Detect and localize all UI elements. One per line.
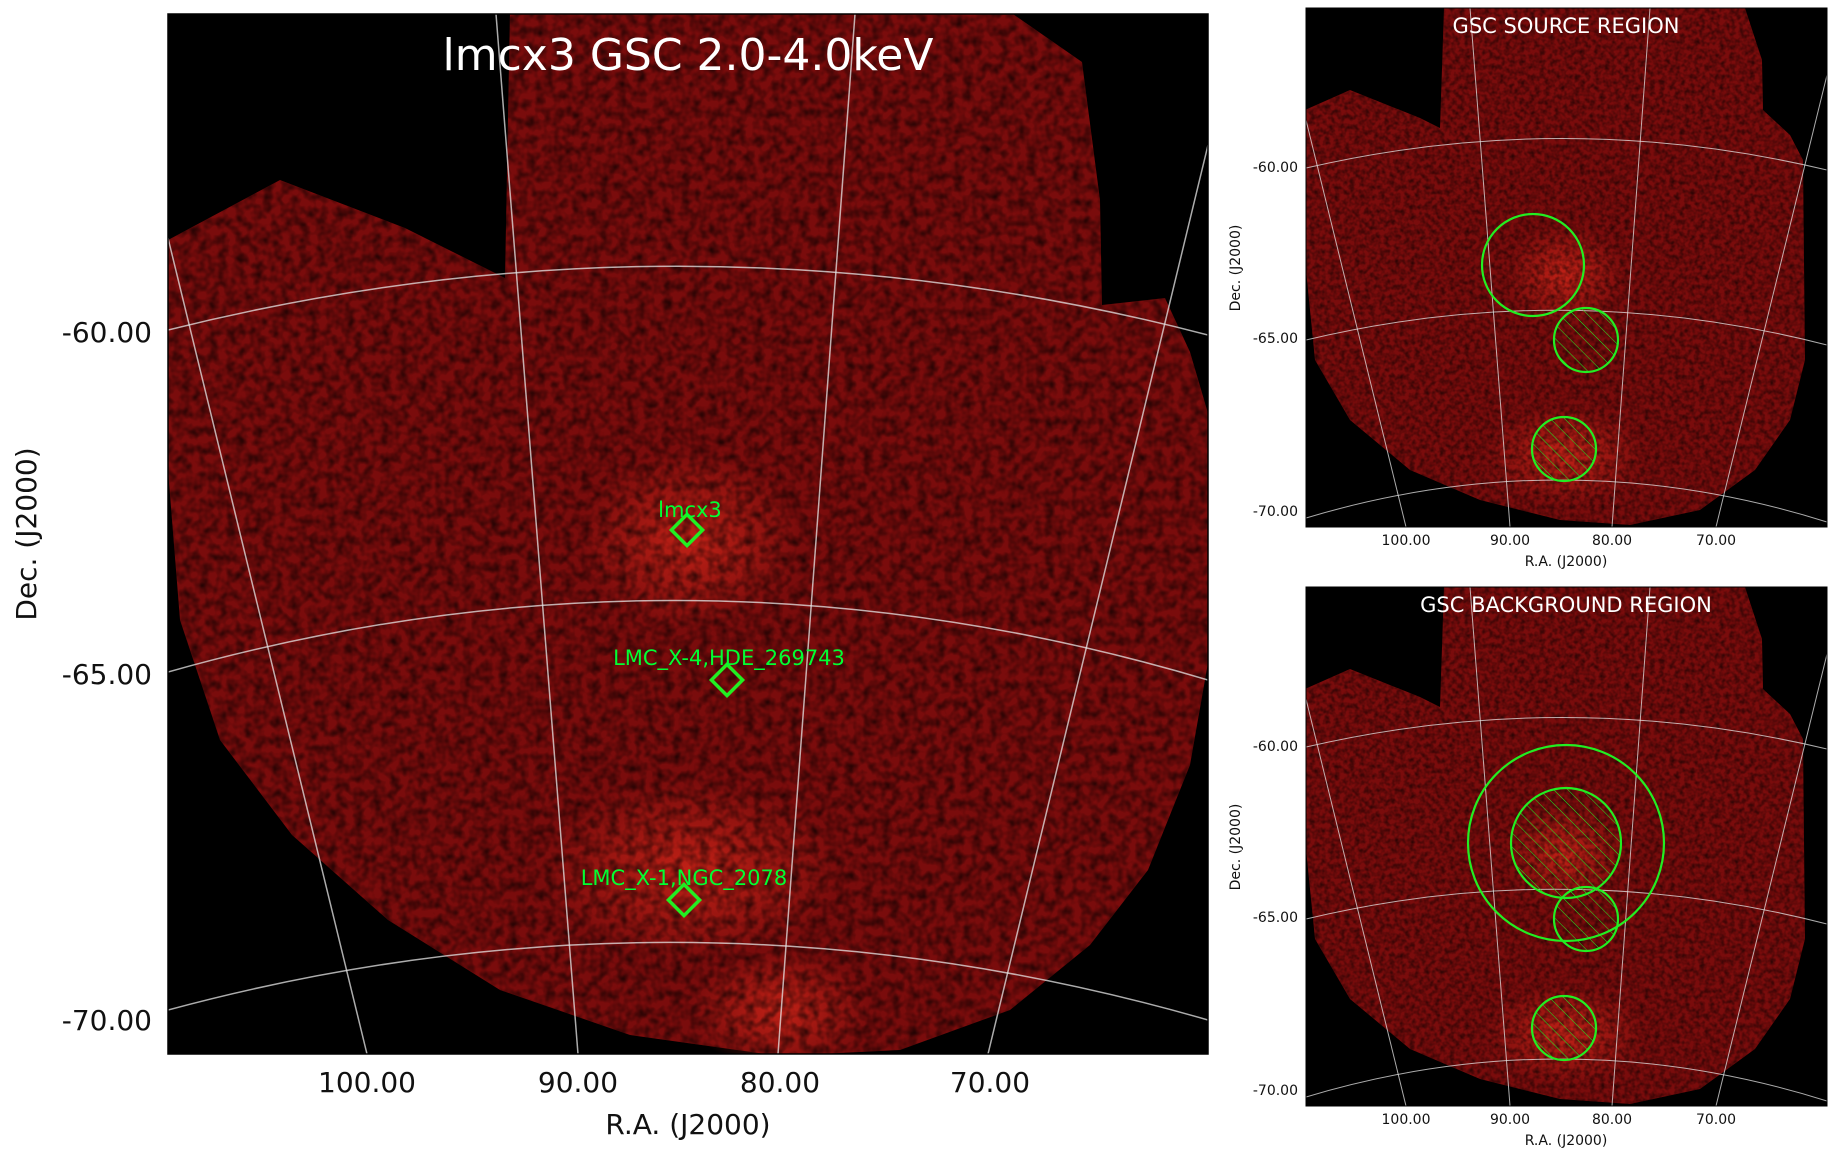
x-tick-label: 90.00 (1490, 533, 1530, 549)
excluded-region-circle (1530, 994, 1598, 1062)
y-tick-label: -70.00 (1253, 1083, 1298, 1099)
main-axes-frame (167, 13, 1209, 1055)
source-region-circle (1480, 212, 1586, 318)
diamond-marker (708, 661, 746, 699)
x-tick-label: 80.00 (1592, 533, 1632, 549)
source-label: lmcx3 (658, 498, 722, 522)
source-label: LMC_X-4,HDE_269743 (613, 646, 845, 671)
source-marker-lmcx3: lmcx3 (658, 498, 722, 549)
x-tick-label: 100.00 (1382, 1112, 1431, 1128)
source-region-panel: GSC SOURCE REGION 100.00 90.00 80.00 70.… (1228, 7, 1828, 570)
source-y-ticks: -60.00 -65.00 -70.00 (1253, 160, 1298, 520)
source-x-axis-label: R.A. (J2000) (1525, 554, 1608, 570)
background-y-axis-label: Dec. (J2000) (1228, 804, 1244, 891)
source-marker-lmc-x-1: LMC_X-1,NGC_2078 (581, 866, 788, 919)
x-tick-label: 90.00 (538, 1066, 618, 1099)
background-axes-frame (1305, 586, 1828, 1107)
x-tick-label: 70.00 (1696, 1112, 1736, 1128)
main-y-axis-label: Dec. (J2000) (10, 447, 43, 620)
main-y-ticks: -60.00 -65.00 -70.00 (62, 316, 152, 1037)
main-x-ticks: 100.00 90.00 80.00 70.00 (318, 1066, 1030, 1099)
y-tick-label: -60.00 (1253, 739, 1298, 755)
diamond-marker (665, 881, 703, 919)
background-x-axis-label: R.A. (J2000) (1525, 1133, 1608, 1149)
source-marker-lmc-x-4: LMC_X-4,HDE_269743 (613, 646, 845, 699)
x-tick-label: 70.00 (950, 1066, 1030, 1099)
y-tick-label: -65.00 (62, 658, 152, 691)
source-x-ticks: 100.00 90.00 80.00 70.00 (1382, 533, 1737, 549)
x-tick-label: 100.00 (1382, 533, 1431, 549)
y-tick-label: -70.00 (62, 1004, 152, 1037)
x-tick-label: 80.00 (1592, 1112, 1632, 1128)
excluded-source-circle (1509, 786, 1623, 900)
source-axes-frame (1305, 7, 1828, 528)
diamond-marker (668, 511, 706, 549)
background-y-ticks: -60.00 -65.00 -70.00 (1253, 739, 1298, 1099)
main-xray-image (168, 14, 1208, 1054)
x-tick-label: 100.00 (318, 1066, 416, 1099)
source-y-axis-label: Dec. (J2000) (1228, 225, 1244, 312)
x-tick-label: 80.00 (740, 1066, 820, 1099)
background-region-panel: GSC BACKGROUND REGION 100.00 90.00 80.00… (1228, 586, 1828, 1149)
y-tick-label: -65.00 (1253, 910, 1298, 926)
x-tick-label: 70.00 (1696, 533, 1736, 549)
x-tick-label: 90.00 (1490, 1112, 1530, 1128)
source-label: LMC_X-1,NGC_2078 (581, 866, 788, 891)
y-tick-label: -70.00 (1253, 504, 1298, 520)
excluded-region-circle (1530, 415, 1598, 483)
y-tick-label: -60.00 (1253, 160, 1298, 176)
excluded-region-circle (1552, 306, 1620, 374)
source-panel-title: GSC SOURCE REGION (1453, 14, 1680, 38)
y-tick-label: -60.00 (62, 316, 152, 349)
excluded-region-circle (1552, 885, 1620, 953)
y-tick-label: -65.00 (1253, 331, 1298, 347)
main-title: lmcx3 GSC 2.0-4.0keV (443, 30, 934, 81)
background-x-ticks: 100.00 90.00 80.00 70.00 (1382, 1112, 1737, 1128)
main-x-axis-label: R.A. (J2000) (605, 1108, 770, 1141)
main-panel: lmcx3 GSC 2.0-4.0keV lmcx3 LMC_X-4,HDE_2… (10, 13, 1209, 1141)
background-panel-title: GSC BACKGROUND REGION (1420, 593, 1712, 617)
